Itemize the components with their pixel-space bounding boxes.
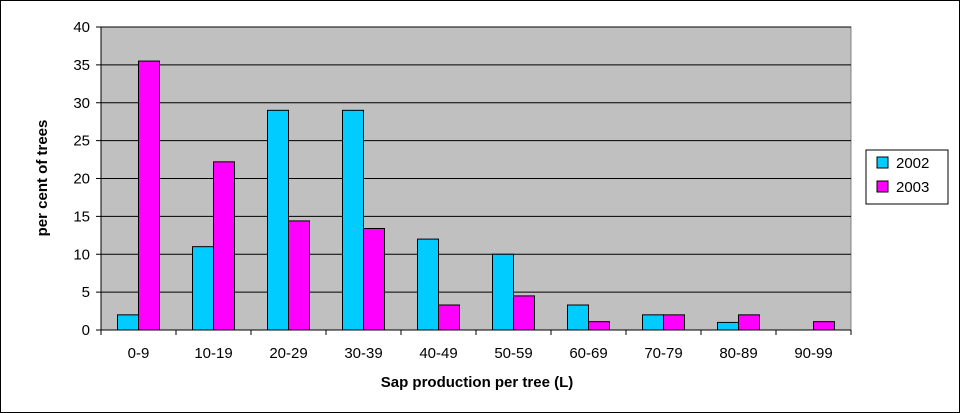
bar-2003-10-19: [213, 161, 235, 331]
x-tick-label: 40-49: [419, 345, 457, 362]
axes: [96, 26, 852, 335]
x-tick-label: 0-9: [128, 345, 150, 362]
y-tick-label: 25: [73, 133, 90, 150]
x-axis-title: Sap production per tree (L): [381, 374, 574, 391]
x-tick-labels: 0-9 10-19 20-29 30-39 40-49 50-59 60-69 70-79 80…: [128, 345, 833, 362]
bar-2002-60-69: [567, 304, 589, 331]
bar-2003-40-49: [438, 304, 460, 331]
y-tick-label: 10: [73, 246, 90, 263]
y-tick-label: 20: [73, 171, 90, 188]
bar-2003-0-9: [138, 60, 160, 331]
bar-2003-60-69: [588, 321, 610, 331]
bar-2002-10-19: [192, 246, 214, 331]
bar-2003-70-79: [663, 314, 685, 331]
legend-label-2002: 2002: [896, 155, 929, 172]
bar-2003-80-89: [738, 314, 760, 331]
bar-2003-30-39: [363, 227, 385, 331]
bar-2002-40-49: [417, 238, 439, 331]
legend-label-2003: 2003: [896, 179, 929, 196]
y-tick-labels: 0 5 10 15 20 25 30 35 40: [73, 19, 90, 339]
x-tick-label: 30-39: [344, 345, 382, 362]
bar-2002-50-59: [492, 253, 514, 331]
x-tick-label: 10-19: [194, 345, 232, 362]
y-axis-title: per cent of trees: [34, 120, 51, 237]
x-tick-label: 90-99: [794, 345, 832, 362]
y-tick-label: 35: [73, 57, 90, 74]
legend: 2002 2003: [865, 149, 949, 205]
y-tick-label: 0: [82, 322, 90, 339]
bar-2003-50-59: [513, 295, 535, 331]
x-tick-label: 80-89: [719, 345, 757, 362]
legend-swatch-2003: [876, 180, 889, 193]
x-tick-label: 60-69: [569, 345, 607, 362]
bar-2002-80-89: [717, 321, 739, 331]
y-tick-label: 30: [73, 95, 90, 112]
legend-swatch-2002: [876, 156, 889, 169]
y-tick-label: 40: [73, 19, 90, 36]
y-tick-label: 15: [73, 208, 90, 225]
bar-2002-0-9: [117, 314, 139, 331]
bar-2003-90-99: [813, 321, 835, 331]
y-tick-label: 5: [82, 284, 90, 301]
x-tick-label: 50-59: [494, 345, 532, 362]
x-tick-label: 70-79: [644, 345, 682, 362]
bar-2002-30-39: [342, 109, 364, 331]
bar-2003-20-29: [288, 220, 310, 331]
x-tick-label: 20-29: [269, 345, 307, 362]
bar-2002-20-29: [267, 109, 289, 331]
bar-2002-70-79: [642, 314, 664, 331]
bars: [117, 60, 835, 331]
